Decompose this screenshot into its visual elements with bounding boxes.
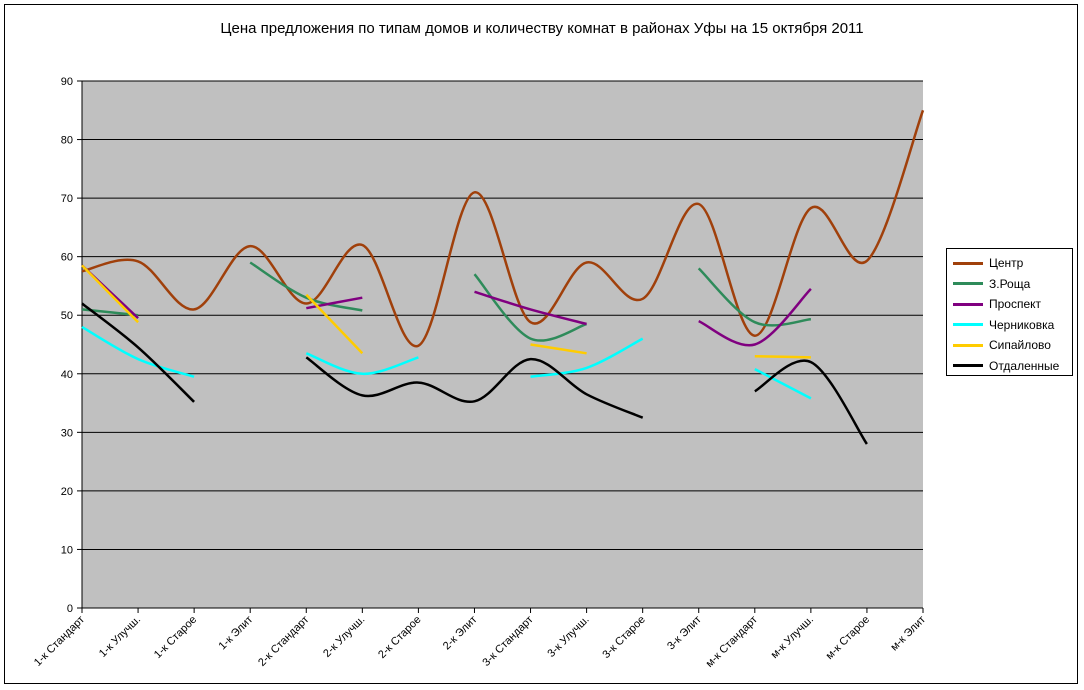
series-segment [530, 343, 587, 355]
legend-swatch [953, 323, 983, 327]
series-segment [474, 290, 587, 326]
series-segment [473, 273, 588, 342]
x-tick-label: м-к Старое [824, 614, 872, 662]
legend-item: Сипайлово [953, 335, 1072, 356]
legend-item: З.Роща [953, 274, 1072, 295]
y-tick-label: 40 [61, 369, 73, 381]
series-segment [249, 261, 363, 312]
legend-swatch [953, 364, 983, 368]
series-segment [305, 293, 364, 355]
y-tick-label: 20 [61, 486, 73, 498]
legend-item: Отдаленные [953, 356, 1072, 377]
legend-swatch [953, 343, 983, 347]
x-tick-label: 3-к Старое [600, 614, 647, 661]
x-tick-label: м-к Улучш. [769, 614, 816, 661]
y-tick-label: 0 [67, 603, 73, 615]
series-segment [81, 109, 925, 348]
plot-area [82, 81, 923, 608]
y-tick-label: 70 [61, 193, 73, 205]
series-line [81, 325, 812, 400]
x-tick-label: 3-к Улучш. [545, 614, 591, 660]
chart-title: Цена предложения по типам домов и количе… [220, 20, 864, 37]
series-line [81, 302, 868, 445]
x-tick-label: 2-к Элит [441, 614, 480, 653]
y-tick-label: 30 [61, 427, 73, 439]
y-tick-label: 60 [61, 252, 73, 264]
series-segment [305, 356, 644, 419]
series-line [81, 264, 811, 359]
x-tick-label: 3-к Стандарт [480, 614, 535, 669]
series-segment [81, 325, 195, 378]
legend-swatch [953, 282, 983, 286]
x-tick-label: м-к Стандарт [704, 614, 760, 670]
x-tick-label: 3-к Элит [665, 614, 704, 653]
legend-label: Центр [989, 256, 1024, 271]
legend-label: Отдаленные [989, 358, 1060, 373]
x-tick-label: м-к Элит [888, 614, 928, 654]
legend-item: Проспект [953, 294, 1072, 315]
x-tick-label: 2-к Улучш. [321, 614, 367, 660]
y-tick-label: 10 [61, 544, 73, 556]
series-segment [698, 288, 812, 347]
legend: Центр З.Роща Проспект Черниковка Сипайлово От… [946, 248, 1073, 376]
legend-item: Черниковка [953, 315, 1072, 336]
y-tick-label: 90 [61, 76, 73, 88]
x-tick-label: 1-к Старое [152, 614, 199, 661]
series-segment [754, 367, 812, 400]
x-tick-label: 1-к Улучш. [97, 614, 143, 660]
series-segment [305, 352, 419, 376]
legend-label: Проспект [989, 297, 1042, 312]
x-tick-label: 2-к Старое [376, 614, 423, 661]
x-tick-label: 1-к Стандарт [32, 614, 87, 669]
legend-label: Сипайлово [989, 338, 1051, 353]
series-segment [754, 354, 811, 359]
series-segment [306, 296, 363, 310]
series-line [81, 109, 925, 348]
series-segment [754, 359, 868, 445]
x-tick-label: 2-к Стандарт [256, 614, 311, 669]
legend-label: З.Роща [989, 276, 1031, 291]
x-tick-label: 1-к Элит [217, 614, 256, 653]
series-segment [81, 264, 139, 324]
series-segment [530, 337, 644, 378]
series-segment [697, 267, 812, 327]
legend-item: Центр [953, 253, 1072, 274]
legend-label: Черниковка [989, 317, 1055, 332]
y-tick-label: 50 [61, 310, 73, 322]
y-tick-label: 80 [61, 135, 73, 147]
legend-swatch [953, 302, 983, 306]
legend-swatch [953, 261, 983, 265]
series-segment [81, 302, 195, 403]
